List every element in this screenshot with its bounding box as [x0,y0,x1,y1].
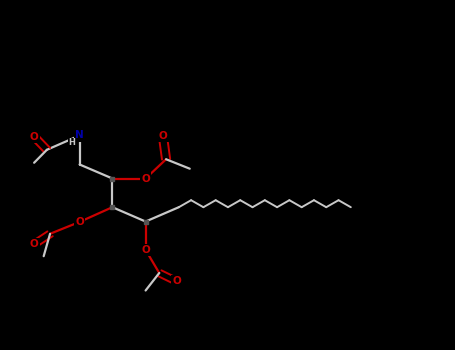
Text: N: N [75,131,84,140]
Text: O: O [172,276,181,286]
Text: O: O [30,132,39,141]
Text: O: O [75,217,84,227]
Text: O: O [141,174,150,183]
Text: H: H [68,138,75,147]
Text: O: O [30,239,39,249]
Text: O: O [158,131,167,141]
Text: O: O [141,245,150,255]
